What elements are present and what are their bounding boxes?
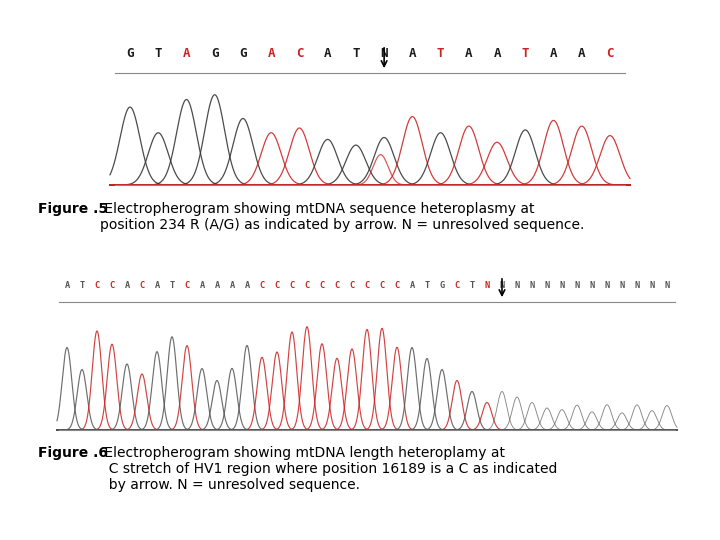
Text: N: N	[544, 281, 549, 290]
Text: G: G	[239, 47, 247, 60]
Text: A: A	[409, 47, 416, 60]
Text: N: N	[619, 281, 625, 290]
Text: C: C	[109, 281, 114, 290]
Text: T: T	[169, 281, 175, 290]
Text: G: G	[211, 47, 218, 60]
Text: N: N	[380, 47, 388, 60]
Text: C: C	[364, 281, 369, 290]
Text: A: A	[183, 47, 190, 60]
Text: A: A	[550, 47, 557, 60]
Text: T: T	[352, 47, 359, 60]
Text: A: A	[64, 281, 70, 290]
Text: Electropherogram showing mtDNA length heteroplamy at
  C stretch of HV1 region w: Electropherogram showing mtDNA length he…	[100, 446, 557, 492]
Text: A: A	[493, 47, 501, 60]
Text: N: N	[649, 281, 654, 290]
Text: N: N	[604, 281, 610, 290]
Text: N: N	[529, 281, 535, 290]
Text: A: A	[324, 47, 331, 60]
Text: N: N	[485, 281, 490, 290]
Text: A: A	[267, 47, 275, 60]
Text: C: C	[94, 281, 99, 290]
Text: T: T	[424, 281, 430, 290]
Text: Figure .6: Figure .6	[38, 446, 108, 460]
Text: A: A	[578, 47, 585, 60]
Text: A: A	[199, 281, 204, 290]
Text: C: C	[320, 281, 325, 290]
Text: C: C	[454, 281, 459, 290]
Text: Figure .5: Figure .5	[38, 202, 108, 216]
Text: A: A	[154, 281, 160, 290]
Text: T: T	[437, 47, 444, 60]
Text: C: C	[305, 281, 310, 290]
Text: A: A	[125, 281, 130, 290]
Text: N: N	[500, 281, 505, 290]
Text: C: C	[349, 281, 355, 290]
Text: T: T	[155, 47, 162, 60]
Text: A: A	[244, 281, 250, 290]
Text: A: A	[465, 47, 472, 60]
Text: N: N	[575, 281, 580, 290]
Text: N: N	[634, 281, 639, 290]
Text: A: A	[410, 281, 415, 290]
Text: G: G	[439, 281, 445, 290]
Text: N: N	[590, 281, 595, 290]
Text: N: N	[665, 281, 670, 290]
Text: A: A	[215, 281, 220, 290]
Text: C: C	[296, 47, 303, 60]
Text: T: T	[521, 47, 529, 60]
Text: N: N	[514, 281, 520, 290]
Text: A: A	[230, 281, 235, 290]
Text: C: C	[289, 281, 294, 290]
Text: C: C	[259, 281, 265, 290]
Text: C: C	[395, 281, 400, 290]
Text: T: T	[469, 281, 474, 290]
Text: N: N	[559, 281, 564, 290]
Text: C: C	[184, 281, 189, 290]
Text: C: C	[274, 281, 279, 290]
Text: C: C	[379, 281, 384, 290]
Text: C: C	[334, 281, 340, 290]
Text: G: G	[126, 47, 134, 60]
Text: C: C	[140, 281, 145, 290]
Text: Electropherogram showing mtDNA sequence heteroplasmy at
position 234 R (A/G) as : Electropherogram showing mtDNA sequence …	[100, 202, 585, 232]
Text: C: C	[606, 47, 613, 60]
Text: T: T	[79, 281, 85, 290]
